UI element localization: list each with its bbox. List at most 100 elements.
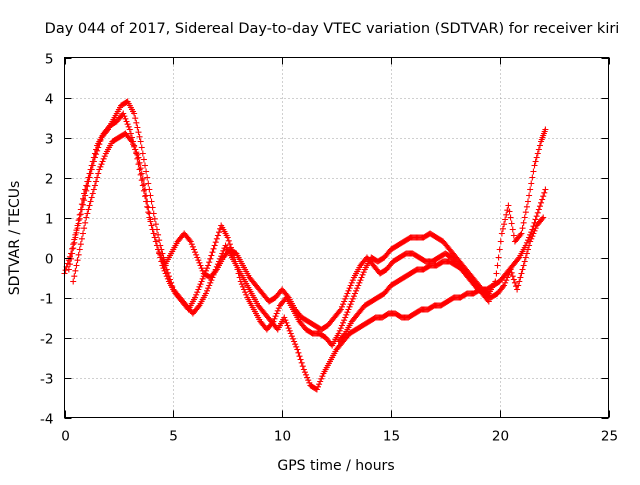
data-point-sample [285,325,292,332]
data-point-sample [318,375,325,382]
x-axis-label: GPS time / hours [277,458,394,474]
data-markers [61,98,549,393]
data-point-sample [347,301,354,308]
data-point-sample [522,254,529,261]
data-point [150,210,157,217]
data-point-sample [100,155,107,162]
data-point-sample [219,250,226,257]
data-point-sample [79,230,86,237]
data-point-sample [207,279,214,286]
data-point [120,110,127,117]
data-point-sample [69,250,76,257]
data-point-sample [357,277,364,284]
data-point-sample [165,273,172,280]
data-point-sample [198,265,205,272]
data-point [126,126,133,133]
data-point [137,138,144,145]
data-point-sample [286,327,293,334]
y-tick-label: 3 [45,132,54,148]
data-point-sample [78,201,85,208]
data-point-sample [82,186,89,193]
data-point [148,222,155,229]
data-point-sample [508,220,515,227]
data-point-sample [146,186,153,193]
data-point-sample [516,278,523,285]
data-point-sample [306,379,313,386]
data-point-sample [358,274,365,281]
data-point-sample [348,279,355,286]
data-point-sample [345,287,352,294]
data-point-sample [511,279,518,286]
data-point-sample [195,286,202,293]
data-point-sample [519,266,526,273]
data-point-sample [506,208,513,215]
data-point-sample [169,283,176,290]
data-point-sample [212,266,219,273]
data-point [514,286,521,293]
data-point-sample [125,123,132,130]
data-point-sample [531,219,538,226]
data-series-track [65,98,549,393]
x-tick-label: 25 [601,429,618,445]
data-point-sample [134,151,141,158]
data-point [501,282,508,289]
data-point-sample [132,146,139,153]
data-point-sample [484,297,491,304]
data-point-sample [75,251,82,258]
data-point-sample [136,133,143,140]
data-point [78,206,85,213]
data-point-sample [151,215,158,222]
data-point-sample [155,231,162,238]
data-point-sample [508,269,515,276]
data-point [540,214,547,221]
data-point-sample [139,175,146,182]
data-point-sample [97,163,104,170]
data-point-sample [133,149,140,156]
data-point-sample [523,250,530,257]
data-point [518,230,525,237]
data-point-sample [360,269,367,276]
data-point-sample [289,335,296,342]
data-point-sample [74,225,81,232]
data-point-sample [499,283,506,290]
data-point-sample [193,251,200,258]
data-point-sample [121,113,128,120]
data-point-sample [208,277,215,284]
data-point-sample [530,168,537,175]
data-point-sample [162,262,169,269]
data-point-sample [354,285,361,292]
data-point-sample [74,257,81,264]
data-point-sample [272,313,279,320]
data-point-sample [507,214,514,221]
data-point-sample [137,165,144,172]
data-point-sample [296,353,303,360]
data-point-sample [206,259,213,266]
data-point-sample [343,311,350,318]
data-point-sample [139,150,146,157]
data-point-sample [337,325,344,332]
data-point-sample [136,166,143,173]
data-point-sample [503,277,510,284]
data-point [524,198,531,205]
data-point-sample [501,221,508,228]
data-point-sample [533,154,540,161]
data-point-sample [138,170,145,177]
data-point [83,214,90,221]
data-point-sample [160,254,167,261]
data-point-sample [528,180,535,187]
y-tick-label: -1 [40,292,53,308]
data-point-sample [214,232,221,239]
data-point-sample [510,276,517,283]
x-tick-label: 0 [61,429,70,445]
data-point-sample [156,237,163,244]
data-point-sample [89,162,96,169]
data-point-sample [83,187,90,194]
data-point-sample [532,216,539,223]
data-point-sample [534,209,541,216]
data-point [157,242,164,249]
data-point-sample [225,237,232,244]
y-tick-label: -2 [40,332,53,348]
data-point-sample [103,127,110,134]
data-point-sample [291,338,298,345]
data-point-sample [303,371,310,378]
